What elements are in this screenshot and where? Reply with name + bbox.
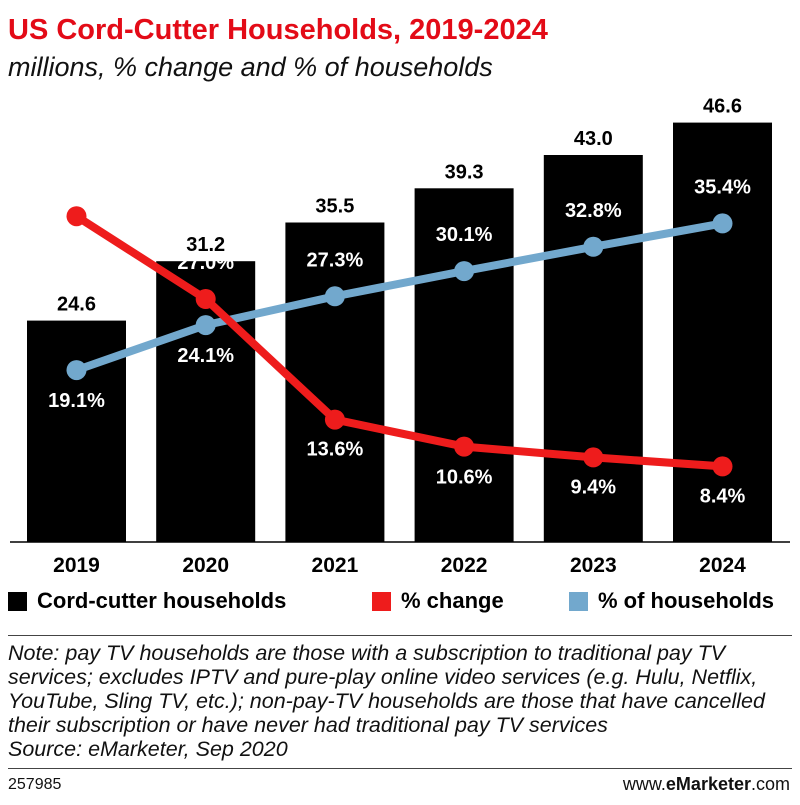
- bar-label-2020: 31.2: [186, 234, 225, 256]
- x-tick-label-2019: 2019: [53, 554, 100, 577]
- change-label-2021: 13.6%: [307, 439, 364, 461]
- households-label-2021: 27.3%: [307, 249, 364, 271]
- x-tick-label-2023: 2023: [570, 554, 617, 577]
- households-label-2024: 35.4%: [694, 176, 751, 198]
- chart-subtitle: millions, % change and % of households: [8, 52, 493, 82]
- change-label-2020: 27.0%: [177, 252, 234, 274]
- change-point-2022: [454, 436, 475, 457]
- legend-item-cord-cutter: Cord-cutter households: [8, 588, 286, 614]
- bar-label-2024: 46.6: [703, 96, 742, 118]
- legend-swatch-change: [372, 591, 391, 611]
- x-tick-label-2021: 2021: [312, 554, 359, 577]
- bar-label-2023: 43.0: [574, 128, 613, 150]
- households-point-2024: [712, 213, 733, 234]
- change-point-2021: [324, 409, 345, 430]
- legend-label-households: % of households: [598, 588, 774, 613]
- legend-swatch-bars: [8, 591, 27, 611]
- legend-label-change: % change: [401, 588, 504, 613]
- change-label-2019: 36.2%: [48, 172, 105, 194]
- households-label-2022: 30.1%: [436, 224, 493, 246]
- households-label-2023: 32.8%: [565, 200, 622, 222]
- change-line: [72, 212, 727, 471]
- chart-title: US Cord-Cutter Households, 2019-2024: [8, 14, 548, 46]
- chart-note: Note: pay TV households are those with a…: [8, 641, 794, 761]
- brand-logo: www.eMarketer.com: [622, 774, 790, 794]
- note-text: Note: pay TV households are those with a…: [8, 641, 765, 737]
- households-point-2019: [66, 360, 87, 381]
- households-point-2020: [195, 315, 216, 336]
- bar-label-2021: 35.5: [315, 196, 354, 218]
- bar-2023: [543, 155, 643, 542]
- legend-item-change: % change: [372, 588, 504, 614]
- households-label-2020: 24.1%: [177, 345, 234, 367]
- source-text: Source: eMarketer, Sep 2020: [8, 737, 288, 761]
- x-tick-label-2020: 2020: [182, 554, 229, 577]
- x-tick-label-2022: 2022: [441, 554, 488, 577]
- bar-label-2019: 24.6: [57, 294, 96, 316]
- change-point-2024: [712, 456, 733, 477]
- change-label-2024: 8.4%: [700, 485, 746, 507]
- chart-plot: 24.6 31.2 35.5 39.3 43.0 46.6 2019 2020 2021 2022…: [10, 96, 790, 577]
- households-point-2023: [583, 236, 604, 257]
- footer-divider: [8, 768, 792, 769]
- chart-id: 257985: [8, 776, 62, 793]
- change-point-2019: [66, 206, 87, 227]
- change-point-2020: [195, 289, 216, 309]
- note-divider: [8, 635, 792, 636]
- legend-item-households: % of households: [569, 588, 774, 614]
- households-line: [72, 219, 727, 375]
- households-point-2022: [454, 261, 475, 282]
- change-label-2022: 10.6%: [436, 467, 493, 489]
- bar-2022: [414, 188, 514, 543]
- legend-label-cord-cutter: Cord-cutter households: [37, 588, 287, 613]
- chart-legend: Cord-cutter households % change % of hou…: [8, 588, 798, 624]
- x-tick-label-2024: 2024: [699, 554, 746, 577]
- households-label-2019: 19.1%: [48, 390, 105, 412]
- bar-2021: [285, 222, 385, 542]
- change-point-2023: [583, 447, 604, 468]
- change-label-2023: 9.4%: [571, 476, 617, 498]
- bar-label-2022: 39.3: [445, 161, 484, 183]
- households-point-2021: [324, 286, 345, 307]
- legend-swatch-households: [569, 591, 588, 611]
